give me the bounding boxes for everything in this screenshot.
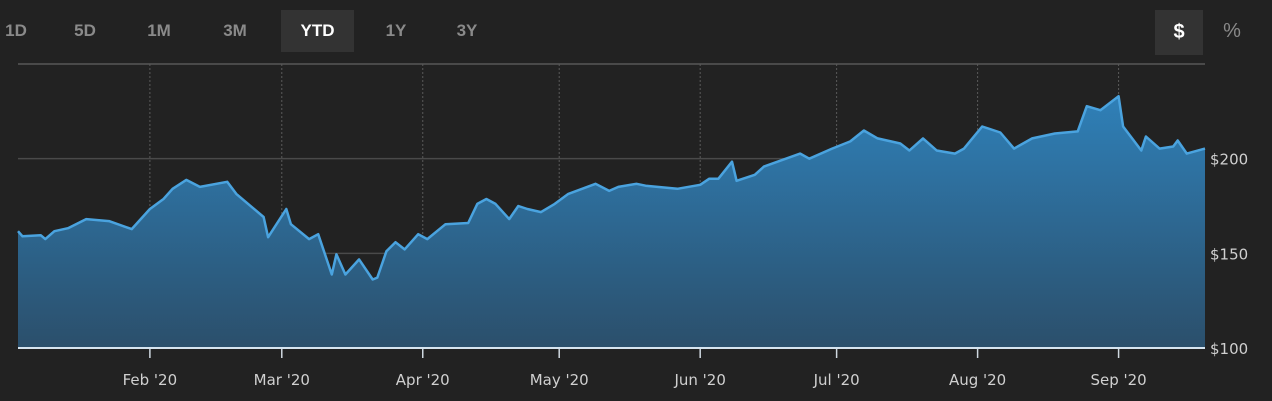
x-tick-label: Apr '20 [396, 371, 450, 389]
range-1d-button[interactable]: 1D [5, 21, 27, 40]
x-tick-label: Feb '20 [123, 371, 178, 389]
range-1y-button[interactable]: 1Y [385, 21, 407, 40]
price-area [18, 96, 1205, 348]
x-tick-label: Jul '20 [813, 371, 860, 389]
y-tick-label: $100 [1210, 340, 1248, 358]
percent-mode-button[interactable]: % [1223, 20, 1241, 42]
x-tick-label: Aug '20 [949, 371, 1006, 389]
range-3y-button[interactable]: 3Y [456, 21, 478, 40]
y-tick-label: $150 [1210, 245, 1248, 263]
x-tick-label: Jun '20 [673, 371, 725, 389]
x-tick-label: Sep '20 [1090, 371, 1146, 389]
dollar-mode-button[interactable]: $ [1155, 10, 1203, 55]
range-3m-button[interactable]: 3M [223, 21, 247, 40]
range-1m-button[interactable]: 1M [147, 21, 171, 40]
price-line [17, 94, 1206, 281]
x-tick-label: May '20 [530, 371, 589, 389]
range-5d-button[interactable]: 5D [74, 21, 96, 40]
y-tick-label: $200 [1210, 151, 1248, 169]
range-ytd-button[interactable]: YTD [281, 10, 354, 52]
x-tick-label: Mar '20 [254, 371, 310, 389]
